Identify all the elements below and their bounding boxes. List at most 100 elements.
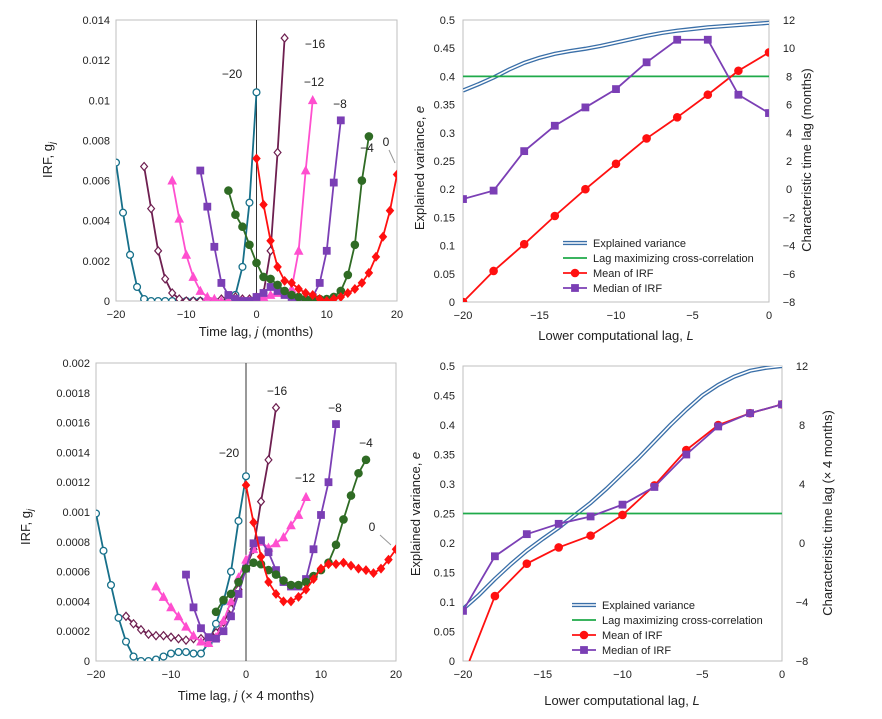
data-point xyxy=(369,568,378,579)
data-point xyxy=(245,198,254,207)
x-axis-label: Time lag, j (months) xyxy=(199,324,313,339)
data-point xyxy=(271,588,281,599)
data-point xyxy=(642,58,651,67)
data-point xyxy=(196,649,206,658)
variance-4month-chart: 00.050.10.150.20.250.30.350.40.450.5 −8−… xyxy=(408,361,835,708)
x-axis: −20 −10 0 10 20 xyxy=(107,309,403,321)
data-point xyxy=(331,559,341,570)
data-point xyxy=(385,205,395,216)
data-point xyxy=(218,295,225,301)
data-point xyxy=(294,292,303,301)
irf-4month-chart: 0 0.0002 0.0004 0.0006 0.0008 0.001 0.0012 0.00… xyxy=(18,358,402,703)
data-point xyxy=(151,581,161,591)
data-point xyxy=(301,584,311,595)
data-point xyxy=(181,648,191,657)
data-point xyxy=(361,565,371,576)
data-point xyxy=(273,147,282,158)
data-point xyxy=(343,288,353,298)
series-label: −8 xyxy=(333,97,347,111)
data-point xyxy=(618,500,627,509)
x-tick-label: −20 xyxy=(87,669,106,681)
y-tick-label: 0 xyxy=(449,656,455,668)
x-axis-label: Lower computational lag, L xyxy=(538,328,693,343)
data-point xyxy=(586,512,595,521)
data-point xyxy=(181,635,191,646)
data-point xyxy=(225,295,232,301)
x-tick-label: −15 xyxy=(530,310,549,322)
y-tick-label: 0.0004 xyxy=(56,596,90,608)
y-tick-label: 0 xyxy=(84,656,90,668)
data-point xyxy=(204,633,213,642)
data-point xyxy=(650,483,659,491)
data-point xyxy=(378,231,388,242)
data-point xyxy=(293,245,304,255)
data-point xyxy=(266,283,275,291)
data-point xyxy=(106,580,116,590)
data-point xyxy=(361,455,371,465)
data-point xyxy=(151,655,161,661)
y-tick-label: 0.001 xyxy=(62,507,90,519)
data-point xyxy=(322,246,331,255)
data-point xyxy=(520,147,529,156)
y-tick-label: 0.45 xyxy=(434,391,455,403)
series-label: −20 xyxy=(219,446,240,460)
data-point xyxy=(273,280,282,290)
data-point xyxy=(316,563,326,574)
data-point xyxy=(252,153,261,164)
data-point xyxy=(734,90,743,99)
data-point xyxy=(245,240,254,250)
data-point xyxy=(391,544,396,555)
data-point xyxy=(167,175,178,185)
y-tick-label: 0.0002 xyxy=(56,626,90,638)
data-point xyxy=(273,261,282,272)
data-point xyxy=(161,296,170,301)
data-point xyxy=(332,420,340,428)
y2-axis: −8 −6 −4 −2 0 2 4 6 8 10 12 xyxy=(783,15,796,309)
y-tick-label: 0 xyxy=(104,296,110,308)
y2-tick-label: 0 xyxy=(799,538,805,550)
data-point xyxy=(642,134,651,143)
x-tick-label: 0 xyxy=(253,309,259,321)
data-point xyxy=(264,548,273,557)
data-point xyxy=(174,213,185,223)
legend-marker xyxy=(571,284,579,292)
data-point xyxy=(682,450,691,459)
legend-marker xyxy=(570,268,580,278)
data-point xyxy=(249,517,258,528)
data-point xyxy=(764,48,769,57)
data-point xyxy=(287,277,296,288)
x-axis: −20 −10 0 10 20 xyxy=(87,669,402,681)
data-point xyxy=(280,286,289,296)
data-point xyxy=(354,468,363,478)
series-label: −16 xyxy=(267,384,288,398)
data-point xyxy=(309,545,318,554)
data-point xyxy=(151,630,161,641)
data-point xyxy=(114,613,123,622)
data-point xyxy=(266,274,275,284)
data-point xyxy=(226,567,236,576)
data-point xyxy=(188,271,199,281)
data-point xyxy=(463,606,467,615)
data-point xyxy=(364,267,374,278)
data-point xyxy=(202,291,213,301)
series-line xyxy=(255,158,397,301)
data-point xyxy=(189,603,198,612)
y-axis-label: Explained variance, e xyxy=(412,106,427,230)
y-axis-label: Explained variance, e xyxy=(408,452,423,576)
data-point xyxy=(118,208,128,217)
y-tick-label: 0.2 xyxy=(440,184,455,196)
data-point xyxy=(196,636,206,646)
data-point xyxy=(357,176,367,185)
data-point xyxy=(301,288,310,298)
y-tick-label: 0.5 xyxy=(440,15,455,27)
data-point xyxy=(241,472,251,481)
data-point xyxy=(256,551,266,562)
y-tick-label: 0.4 xyxy=(440,71,455,83)
series-line xyxy=(143,38,286,301)
series-label: 0 xyxy=(369,520,376,534)
data-point xyxy=(266,235,275,246)
y2-axis-label: Characteristic time lag (months) xyxy=(799,68,814,252)
data-point xyxy=(238,222,247,232)
legend-item: Median of IRF xyxy=(563,283,662,295)
y2-tick-label: 8 xyxy=(786,71,792,83)
